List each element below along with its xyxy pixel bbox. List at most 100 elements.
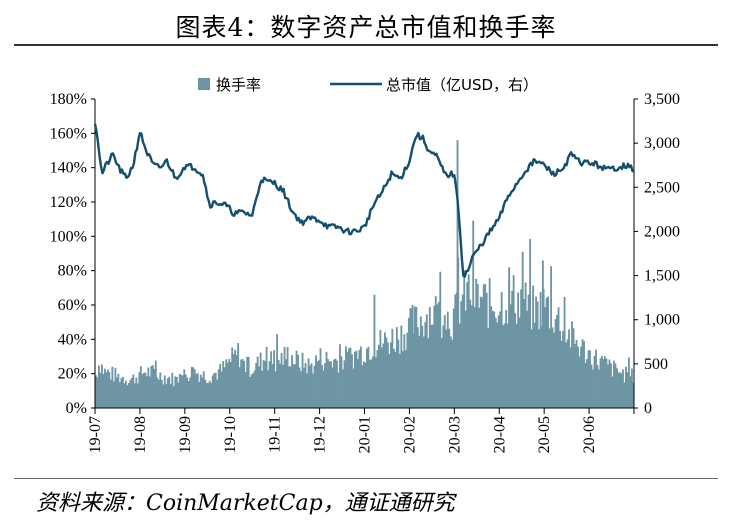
turnover-bar bbox=[415, 306, 418, 408]
turnover-bar bbox=[385, 337, 388, 408]
turnover-bar bbox=[425, 314, 428, 408]
turnover-bar bbox=[226, 362, 229, 408]
turnover-bar bbox=[319, 348, 322, 408]
turnover-bar bbox=[241, 359, 244, 408]
turnover-bar bbox=[118, 382, 121, 408]
turnover-bar bbox=[596, 364, 599, 408]
right-tick-label: 3,500 bbox=[644, 91, 680, 108]
turnover-bar bbox=[249, 376, 252, 408]
turnover-bar bbox=[401, 351, 404, 408]
turnover-bar bbox=[503, 323, 506, 408]
turnover-bar bbox=[451, 339, 454, 408]
turnover-bar bbox=[123, 383, 126, 408]
turnover-bar bbox=[129, 379, 132, 408]
turnover-bar bbox=[479, 296, 482, 408]
turnover-bar bbox=[536, 301, 539, 408]
turnover-bar bbox=[112, 381, 115, 408]
turnover-bar bbox=[325, 351, 328, 408]
turnover-bar bbox=[144, 372, 147, 408]
turnover-bar bbox=[614, 363, 617, 408]
turnover-bar bbox=[147, 367, 150, 408]
turnover-bar bbox=[557, 307, 560, 408]
legend-bar-swatch bbox=[198, 78, 210, 90]
turnover-bar bbox=[141, 374, 144, 408]
turnover-bar bbox=[207, 382, 210, 408]
left-tick-label: 20% bbox=[58, 366, 87, 383]
turnover-bar bbox=[138, 372, 141, 408]
turnover-bar bbox=[330, 361, 332, 408]
turnover-bar bbox=[509, 304, 512, 408]
footer-divider bbox=[14, 478, 718, 479]
turnover-bar bbox=[388, 354, 391, 408]
turnover-bar bbox=[337, 372, 340, 408]
turnover-bar bbox=[361, 365, 364, 408]
turnover-bar bbox=[310, 363, 313, 408]
turnover-bar bbox=[431, 324, 434, 408]
turnover-bar bbox=[590, 364, 593, 408]
turnover-bar bbox=[568, 329, 570, 408]
legend-bar-label: 换手率 bbox=[216, 76, 261, 94]
turnover-bar bbox=[515, 323, 518, 408]
turnover-bar bbox=[421, 325, 424, 408]
turnover-bar bbox=[449, 336, 452, 408]
turnover-bar bbox=[569, 347, 572, 408]
turnover-bar bbox=[377, 344, 380, 408]
turnover-bar bbox=[511, 290, 514, 408]
turnover-bar bbox=[434, 296, 437, 408]
turnover-bar bbox=[261, 370, 264, 408]
source-note: 资料来源：CoinMarketCap，通证通研究 bbox=[36, 491, 455, 516]
turnover-bar bbox=[622, 369, 624, 408]
turnover-bar bbox=[232, 353, 235, 408]
turnover-bar bbox=[97, 365, 100, 408]
turnover-bar bbox=[231, 347, 234, 408]
turnover-bar bbox=[487, 328, 490, 408]
turnover-bar bbox=[518, 317, 521, 408]
turnover-bar bbox=[168, 376, 171, 408]
turnover-bar bbox=[446, 311, 449, 408]
turnover-bar bbox=[229, 362, 232, 408]
title-divider bbox=[14, 44, 718, 46]
turnover-bar bbox=[307, 358, 310, 408]
left-tick-label: 40% bbox=[58, 331, 87, 348]
right-tick-label: 1,000 bbox=[644, 312, 680, 329]
turnover-bar bbox=[577, 346, 579, 408]
turnover-bar bbox=[583, 340, 585, 408]
turnover-bar bbox=[592, 369, 594, 408]
legend: 换手率 总市值（亿USD，右） bbox=[198, 76, 538, 94]
turnover-bar bbox=[345, 346, 347, 408]
turnover-bar bbox=[183, 369, 186, 408]
turnover-bar bbox=[571, 321, 573, 408]
turnover-bar bbox=[103, 368, 106, 408]
turnover-bar bbox=[348, 348, 350, 408]
turnover-bar bbox=[520, 289, 523, 408]
turnover-bar bbox=[289, 366, 292, 408]
turnover-bar bbox=[202, 371, 205, 408]
turnover-bar bbox=[497, 315, 500, 408]
turnover-bar bbox=[382, 343, 385, 408]
x-tick-label: 20-03 bbox=[446, 416, 463, 453]
turnover-bar-spike bbox=[508, 267, 511, 408]
turnover-bar bbox=[246, 356, 249, 408]
turnover-bar bbox=[99, 372, 102, 408]
turnover-bar bbox=[178, 373, 181, 408]
turnover-bar bbox=[358, 349, 361, 408]
turnover-bar bbox=[273, 350, 276, 408]
turnover-bar bbox=[210, 382, 213, 408]
turnover-bar bbox=[270, 351, 273, 408]
turnover-bar bbox=[165, 383, 168, 408]
turnover-bar bbox=[130, 377, 133, 408]
turnover-bar bbox=[572, 328, 575, 408]
turnover-bar bbox=[574, 343, 576, 408]
turnover-bar bbox=[259, 352, 262, 408]
turnover-bar bbox=[548, 328, 551, 408]
turnover-bar-spike bbox=[541, 260, 544, 408]
turnover-bar bbox=[253, 370, 256, 408]
turnover-bar bbox=[114, 367, 117, 408]
left-tick-label: 80% bbox=[58, 263, 87, 280]
turnover-bar bbox=[108, 372, 111, 408]
turnover-bar bbox=[255, 363, 258, 408]
turnover-bar bbox=[440, 338, 443, 408]
x-tick-label: 19-10 bbox=[222, 416, 239, 453]
turnover-bar bbox=[374, 357, 377, 408]
turnover-bar bbox=[313, 365, 316, 408]
